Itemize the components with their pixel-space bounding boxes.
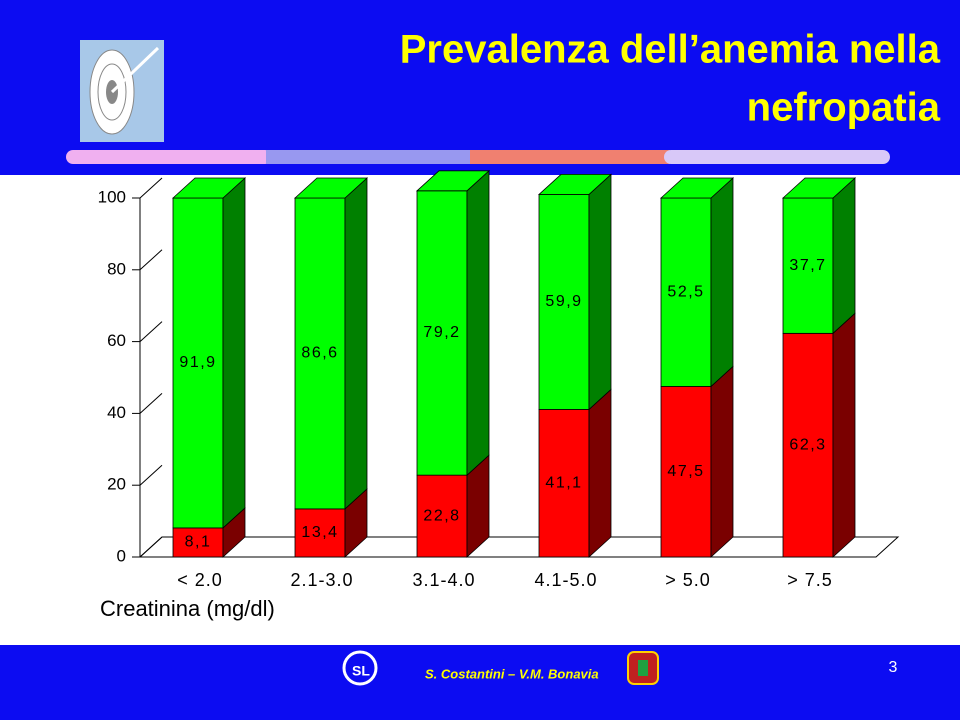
value-label: 62,3 <box>789 436 826 453</box>
y-tick-depth <box>139 321 163 342</box>
value-label: 91,9 <box>179 354 216 371</box>
bar-top <box>781 177 857 199</box>
bar-side <box>588 173 612 411</box>
bar-side <box>832 177 856 335</box>
bar-top <box>293 177 369 199</box>
bar-segment <box>538 409 590 558</box>
bar-segment <box>172 527 224 558</box>
bar-segment <box>782 197 834 334</box>
bar-segment <box>416 474 468 558</box>
bar-segment <box>416 190 468 476</box>
bar-top <box>537 174 613 195</box>
bar-top <box>659 177 735 199</box>
x-axis-label: Creatinina (mg/dl) <box>100 596 275 621</box>
x-tick-label: < 2.0 <box>177 570 223 590</box>
x-tick-label: 2.1-3.0 <box>290 570 353 590</box>
y-tick-depth <box>139 536 163 558</box>
y-tick-depth <box>139 177 163 199</box>
bar-side <box>222 177 246 529</box>
value-label: 79,2 <box>423 324 460 341</box>
crest-logo <box>627 651 659 685</box>
value-label: 47,5 <box>667 463 704 480</box>
footer-author: S. Costantini – V.M. Bonavia <box>425 666 599 681</box>
bar-segment <box>538 194 590 410</box>
bar-side <box>344 177 368 510</box>
bar-side <box>588 388 612 558</box>
bar-segment <box>172 197 224 529</box>
title-line-2: nefropatia <box>747 86 941 130</box>
x-tick-label: 3.1-4.0 <box>412 570 475 590</box>
bar-side <box>710 365 734 558</box>
y-tick-label: 100 <box>98 187 126 206</box>
bar-top <box>415 170 491 192</box>
bar-side <box>710 177 734 388</box>
x-tick-label: 4.1-5.0 <box>534 570 597 590</box>
y-tick-label: 80 <box>107 259 126 278</box>
title-line-1: Prevalenza dell’anemia nella <box>400 28 941 72</box>
y-tick-depth <box>139 393 163 414</box>
title-rule <box>66 150 890 164</box>
asl-logo: SL <box>342 650 378 686</box>
y-tick-depth <box>139 249 163 271</box>
target-icon <box>80 40 164 142</box>
value-label: 41,1 <box>545 474 582 491</box>
svg-text:SL: SL <box>352 663 370 679</box>
bar-side <box>832 312 856 558</box>
slide-number: 3 <box>889 659 898 676</box>
bar-segment <box>782 332 834 558</box>
value-label: 37,7 <box>789 257 826 274</box>
chart: 0 20 40 60 80 100 8,1 91,9 < 2.0 13,4 86,6 2.1-3.0 2… <box>98 169 900 590</box>
x-tick-label: > 7.5 <box>787 570 833 590</box>
y-tick-depth <box>139 464 163 486</box>
value-label: 86,6 <box>301 345 338 362</box>
value-label: 8,1 <box>185 534 212 551</box>
bar-segment <box>660 386 712 558</box>
value-label: 13,4 <box>301 524 338 541</box>
x-tick-label: > 5.0 <box>665 570 711 590</box>
bar-side <box>466 169 490 477</box>
value-label: 59,9 <box>545 293 582 310</box>
y-tick-label: 60 <box>107 331 126 350</box>
y-tick-label: 0 <box>117 546 126 565</box>
value-label: 22,8 <box>423 507 460 524</box>
y-tick-label: 40 <box>107 403 126 422</box>
y-tick-label: 20 <box>107 475 126 494</box>
bar-top <box>171 177 247 199</box>
bar-segment <box>294 197 346 510</box>
value-label: 52,5 <box>667 283 704 300</box>
